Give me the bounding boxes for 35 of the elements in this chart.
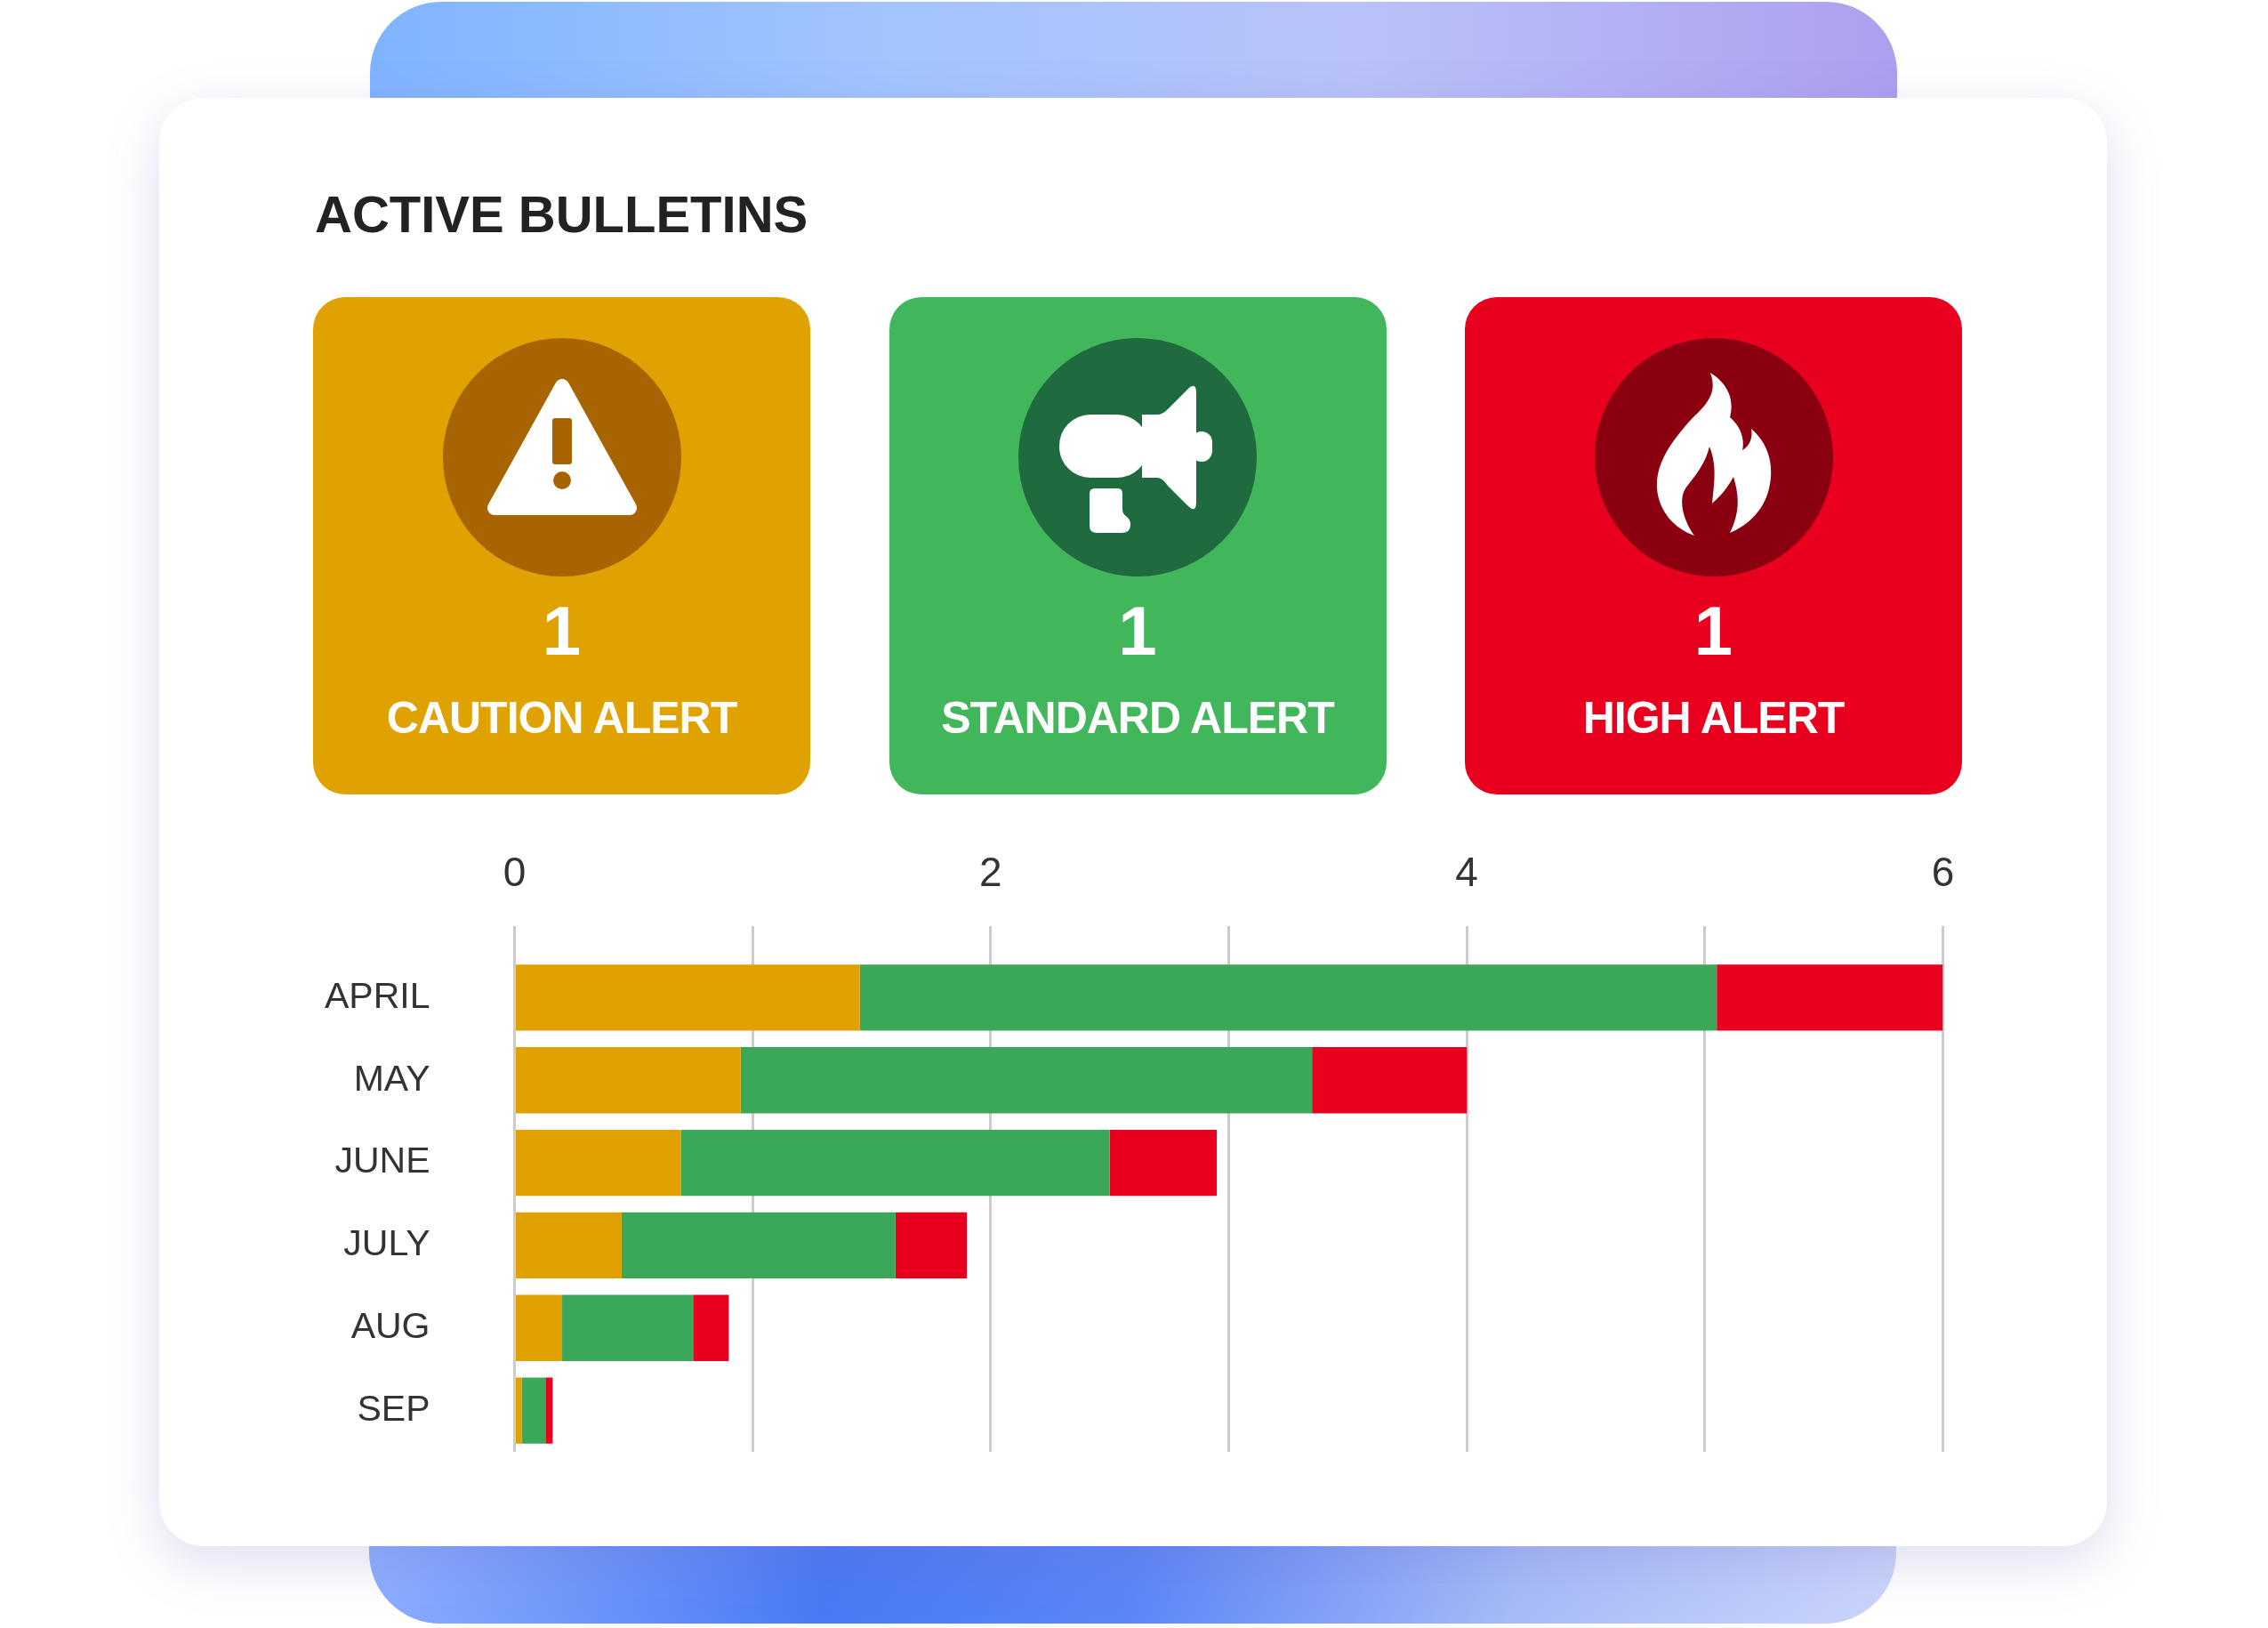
category-label: STANDARD ALERT: [941, 693, 1334, 743]
text: ACTIVE BULLETINS: [315, 185, 808, 243]
category-label: CAUTION ALERT: [386, 693, 737, 743]
bar: [521, 1377, 546, 1444]
bar: [680, 1129, 1110, 1197]
x-tick-label: 2: [979, 849, 1002, 896]
x-tick-label: 6: [1931, 849, 1955, 896]
y-tick-label: APRIL: [325, 974, 430, 1016]
y-tick-label: MAY: [353, 1057, 430, 1099]
data-label: 1: [1693, 592, 1734, 670]
bar: [621, 1212, 896, 1279]
bar: [516, 1377, 522, 1444]
y-tick-label: SEP: [357, 1387, 430, 1429]
bar: [516, 964, 860, 1031]
bar: [562, 1294, 694, 1361]
y-tick-label: AUG: [350, 1305, 430, 1347]
bar: [516, 1294, 563, 1361]
data-label: 1: [541, 592, 583, 670]
bar: [1312, 1047, 1468, 1114]
y-tick-label: JULY: [343, 1222, 430, 1264]
category-label: HIGH ALERT: [1582, 693, 1845, 743]
y-tick-label: JUNE: [334, 1140, 430, 1181]
bar: [516, 1129, 681, 1197]
bar: [740, 1047, 1313, 1114]
bar: [859, 964, 1717, 1031]
bar: [516, 1047, 741, 1114]
bar: [1109, 1129, 1218, 1197]
bar: [516, 1212, 622, 1279]
bar: [895, 1212, 968, 1279]
bar: [1717, 964, 1943, 1031]
x-tick-label: 4: [1455, 849, 1478, 896]
x-tick-label: 0: [503, 849, 527, 896]
bar: [545, 1377, 553, 1444]
data-label: 1: [1117, 592, 1158, 670]
bar: [693, 1294, 729, 1361]
